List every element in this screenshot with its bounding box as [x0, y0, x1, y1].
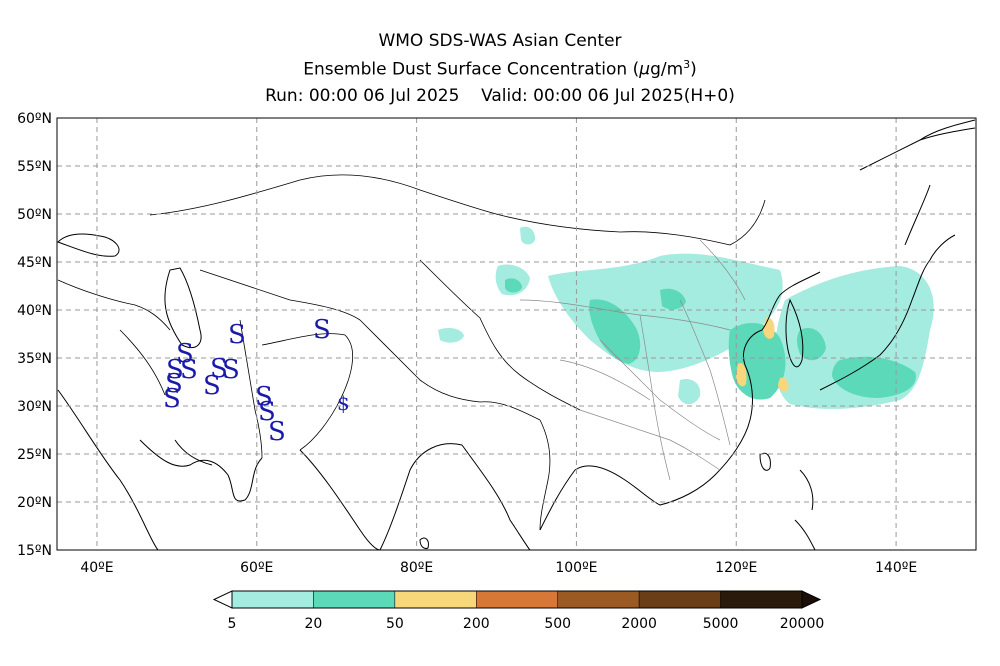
coast-caspian	[164, 267, 202, 349]
dust-core-tarim	[505, 278, 522, 293]
dust-core-korea	[797, 328, 826, 361]
latitude-labels: 60ºN 55ºN 50ºN 45ºN 40ºN 35ºN 30ºN 25ºN 20ºN 15ºN	[17, 111, 52, 559]
colorbar-label: 20000	[780, 616, 825, 632]
station-symbol: S	[313, 315, 331, 345]
lon-label: 120ºE	[715, 560, 757, 576]
border-iraq	[119, 329, 166, 396]
colorbar-segment	[557, 590, 640, 609]
colorbar: 5 20 50 200 500 2000 5000 20000	[212, 590, 825, 632]
lat-label: 55ºN	[17, 159, 52, 175]
border-afghanistan-pakistan	[261, 333, 353, 451]
coast-kamchatka	[859, 127, 976, 171]
dust-high-sea	[778, 377, 789, 392]
border-myanmar	[539, 419, 551, 531]
coast-japan	[819, 119, 976, 391]
lat-label: 35ºN	[17, 351, 52, 367]
colorbar-frame	[231, 590, 803, 609]
province-borders	[519, 239, 746, 481]
coast-china-east	[743, 271, 821, 421]
lon-label: 100ºE	[555, 560, 597, 576]
station-symbol: S	[268, 417, 286, 447]
lat-label: 50ºN	[17, 207, 52, 223]
map-title: WMO SDS-WAS Asian Center	[378, 31, 622, 51]
station-symbols: S S S S S S S S S S S S S $	[163, 315, 350, 447]
colorbar-label: 50	[386, 616, 404, 632]
coast-korea	[785, 298, 804, 368]
lon-label: 140ºE	[875, 560, 917, 576]
station-symbol: S	[258, 397, 276, 427]
coast-arabia	[57, 389, 263, 551]
coast-black-sea	[57, 233, 120, 257]
coast-india	[299, 443, 463, 551]
coast-se-asia	[461, 419, 751, 551]
coast-sri-lanka	[419, 537, 429, 549]
colorbar-label: 5	[228, 616, 237, 632]
run-valid-line: Run: 00:00 06 Jul 2025 Valid: 00:00 06 J…	[0, 86, 1000, 106]
colorbar-segment	[476, 590, 558, 609]
lat-label: 20ºN	[17, 495, 52, 511]
lon-label: 40ºE	[80, 560, 113, 576]
dust-high-jiangsu	[736, 363, 747, 387]
valid-time: Valid: 00:00 06 Jul 2025(H+0)	[481, 86, 735, 106]
station-symbol: S	[210, 354, 228, 384]
border-turkey	[57, 279, 171, 331]
lon-label: 60ºE	[240, 560, 273, 576]
lat-label: 30ºN	[17, 399, 52, 415]
colorbar-label: 500	[544, 616, 571, 632]
station-symbol: S	[222, 355, 240, 385]
dust-core-mongolia	[660, 288, 686, 310]
colorbar-label: 20	[305, 616, 323, 632]
dust-core-loess	[589, 299, 641, 364]
mu-symbol: μ	[639, 59, 651, 80]
colorbar-segment	[313, 590, 396, 609]
dust-patch-tibet	[438, 328, 464, 343]
dust-patch-central	[678, 378, 701, 405]
lat-label: 60ºN	[17, 111, 52, 127]
border-china-west	[419, 259, 581, 411]
country-borders	[57, 174, 766, 531]
lat-label: 40ºN	[17, 303, 52, 319]
station-symbol: S	[166, 355, 184, 385]
lon-label: 80ºE	[400, 560, 433, 576]
coast-philippines	[794, 469, 816, 551]
station-symbol: S	[203, 371, 221, 401]
station-symbol: S	[165, 369, 183, 399]
longitude-labels: 40ºE 60ºE 80ºE 100ºE 120ºE 140ºE	[80, 560, 917, 576]
border-central-asia	[199, 269, 361, 321]
colorbar-segment	[720, 590, 803, 609]
colorbar-segment	[231, 590, 314, 609]
map-frame	[56, 117, 977, 551]
graticule	[57, 118, 976, 550]
lat-label: 15ºN	[17, 543, 52, 559]
colorbar-segment	[394, 590, 477, 609]
station-symbol-alt: $	[337, 391, 350, 415]
border-mongolia	[499, 199, 766, 246]
station-symbol: S	[163, 384, 181, 414]
lat-label: 45ºN	[17, 255, 52, 271]
coast-persian-gulf	[174, 439, 213, 466]
coast-taiwan	[759, 452, 771, 471]
border-iran-afghanistan	[239, 319, 263, 459]
colorbar-label: 200	[463, 616, 490, 632]
colorbar-extend-high	[801, 590, 822, 609]
dust-patch-north	[520, 226, 536, 245]
lat-label: 25ºN	[17, 447, 52, 463]
dust-concentration-layer	[438, 226, 934, 409]
border-russia-kazakhstan	[149, 174, 501, 216]
coastline-layer	[57, 119, 976, 551]
station-symbol: S	[228, 320, 246, 350]
run-time: Run: 00:00 06 Jul 2025	[265, 86, 460, 106]
colorbar-segment	[638, 590, 721, 609]
map-subtitle: Ensemble Dust Surface Concentration (μg/…	[303, 58, 697, 80]
station-symbol: S	[176, 339, 194, 369]
dust-core-yellow-sea	[728, 323, 786, 400]
colorbar-extend-low	[212, 590, 233, 609]
station-symbol: S	[180, 355, 198, 385]
station-symbol: S	[255, 382, 273, 412]
colorbar-label: 2000	[621, 616, 657, 632]
colorbar-label: 5000	[703, 616, 739, 632]
dust-core-japan-south	[832, 356, 916, 398]
